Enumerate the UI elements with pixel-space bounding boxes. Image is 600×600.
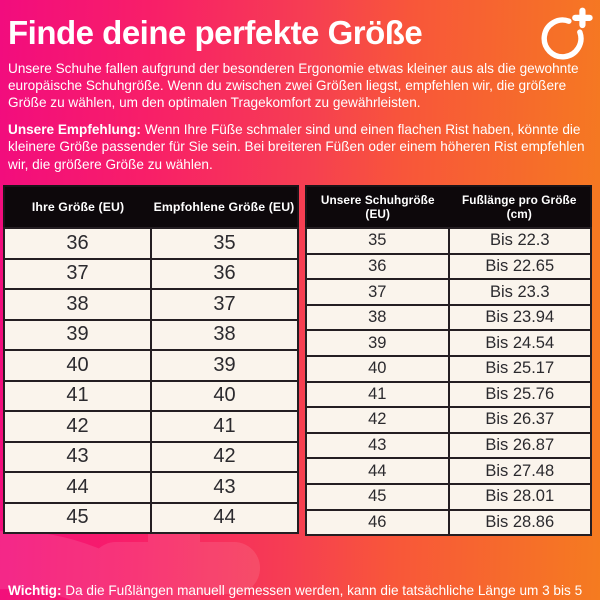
table-cell: 37 (150, 288, 299, 321)
column-header-our-shoe-size: Unsere Schuhgröße (EU) (306, 186, 449, 229)
table-row: 40 39 (3, 349, 299, 382)
table-cell: 41 (3, 379, 152, 413)
recommendation-text: Wenn Ihre Füße schmaler sind und einen f… (8, 121, 585, 172)
table-cell: 41 (150, 410, 299, 443)
table-cell: Bis 28.86 (447, 508, 592, 537)
table-row: 38 37 (3, 288, 299, 321)
table-row: 39 Bis 24.54 (305, 329, 592, 357)
table-cell: 43 (305, 431, 450, 460)
table-cell: 40 (150, 379, 299, 413)
intro-paragraph: Unsere Schuhe fallen aufgrund der besond… (8, 60, 579, 111)
column-header-recommended-size: Empfohlene Größe (EU) (151, 186, 298, 229)
brand-logo-circle-plus-icon (541, 7, 593, 60)
table-cell: Bis 22.3 (447, 227, 592, 255)
table-row: 40 Bis 25.17 (305, 355, 592, 383)
table-cell: Bis 27.48 (447, 457, 592, 485)
table-header-row: Ihre Größe (EU) Empfohlene Größe (EU) (4, 186, 298, 229)
table-cell: Bis 26.87 (447, 431, 592, 460)
table-cell: 37 (3, 257, 152, 291)
column-header-your-size: Ihre Größe (EU) (4, 186, 151, 229)
table-cell: 36 (150, 257, 299, 291)
table-body: 36 35 37 36 38 37 39 38 40 39 41 40 42 41 43 42 44 43 45 44 (3, 227, 299, 535)
table-row: 42 Bis 26.37 (305, 406, 592, 434)
table-cell: 45 (305, 482, 450, 511)
table-cell: 43 (3, 440, 152, 474)
table-row: 38 Bis 23.94 (305, 303, 592, 332)
table-cell: 42 (305, 406, 450, 434)
disclaimer-text: Da die Fußlängen manuell gemessen werden… (65, 583, 583, 599)
table-cell: Bis 28.01 (447, 482, 592, 511)
column-header-foot-length: Fußlänge pro Größe (cm) (448, 186, 591, 229)
table-cell: 40 (3, 349, 152, 382)
table-cell: 44 (150, 501, 299, 535)
foot-length-table: Unsere Schuhgröße (EU) Fußlänge pro Größ… (305, 185, 592, 537)
table-cell: Bis 26.37 (447, 406, 592, 434)
table-cell: Bis 23.94 (447, 303, 592, 332)
recommendation-paragraph: Unsere Empfehlung: Wenn Ihre Füße schmal… (8, 121, 592, 173)
table-cell: Bis 22.65 (447, 252, 592, 281)
table-cell: 42 (3, 410, 152, 443)
table-row: 46 Bis 28.86 (305, 508, 592, 537)
table-row: 42 41 (3, 410, 299, 443)
table-cell: 46 (305, 508, 450, 537)
disclaimer-label: Wichtig: (8, 583, 62, 599)
table-cell: 38 (3, 288, 152, 321)
table-cell: 41 (305, 380, 450, 409)
table-row: 37 Bis 23.3 (305, 278, 592, 306)
table-row: 37 36 (3, 257, 299, 291)
table-cell: 35 (305, 227, 450, 255)
table-head: Ihre Größe (EU) Empfohlene Größe (EU) (4, 186, 298, 229)
disclaimer-note: Wichtig: Da die Fußlängen manuell gemess… (8, 582, 592, 600)
table-cell: 35 (150, 227, 299, 260)
table-cell: Bis 25.76 (447, 380, 592, 409)
table-cell: 43 (150, 471, 299, 504)
table-cell: Bis 23.3 (447, 278, 592, 306)
table-cell: 44 (3, 471, 152, 504)
table-row: 39 38 (3, 318, 299, 352)
table-row: 44 43 (3, 471, 299, 504)
table-cell: 39 (3, 318, 152, 352)
table-row: 36 Bis 22.65 (305, 252, 592, 281)
table-row: 45 Bis 28.01 (305, 482, 592, 511)
table-head: Unsere Schuhgröße (EU) Fußlänge pro Größ… (306, 186, 591, 229)
recommendation-label: Unsere Empfehlung: (8, 121, 141, 137)
table-cell: 36 (3, 227, 152, 260)
table-row: 41 40 (3, 379, 299, 413)
table-cell: 38 (150, 318, 299, 352)
table-cell: 42 (150, 440, 299, 474)
table-row: 41 Bis 25.76 (305, 380, 592, 409)
table-row: 43 Bis 26.87 (305, 431, 592, 460)
table-cell: 39 (150, 349, 299, 382)
table-cell: 36 (305, 252, 450, 281)
table-cell: 45 (3, 501, 152, 535)
table-row: 45 44 (3, 501, 299, 535)
table-cell: 39 (305, 329, 450, 357)
table-body: 35 Bis 22.3 36 Bis 22.65 37 Bis 23.3 38 Bis 23.… (305, 227, 592, 537)
table-cell: 38 (305, 303, 450, 332)
size-conversion-table: Ihre Größe (EU) Empfohlene Größe (EU) 36… (3, 185, 299, 535)
table-row: 43 42 (3, 440, 299, 474)
table-row: 44 Bis 27.48 (305, 457, 592, 485)
table-cell: 37 (305, 278, 450, 306)
content: Finde deine perfekte Größe Unsere Schuhe… (0, 13, 600, 600)
table-header-row: Unsere Schuhgröße (EU) Fußlänge pro Größ… (306, 186, 591, 229)
table-cell: Bis 25.17 (447, 355, 592, 383)
table-cell: Bis 24.54 (447, 329, 592, 357)
table-row: 36 35 (3, 227, 299, 260)
table-row: 35 Bis 22.3 (305, 227, 592, 255)
tables-section: Ihre Größe (EU) Empfohlene Größe (EU) 36… (3, 185, 592, 537)
table-cell: 44 (305, 457, 450, 485)
page-title: Finde deine perfekte Größe (8, 14, 423, 51)
table-cell: 40 (305, 355, 450, 383)
